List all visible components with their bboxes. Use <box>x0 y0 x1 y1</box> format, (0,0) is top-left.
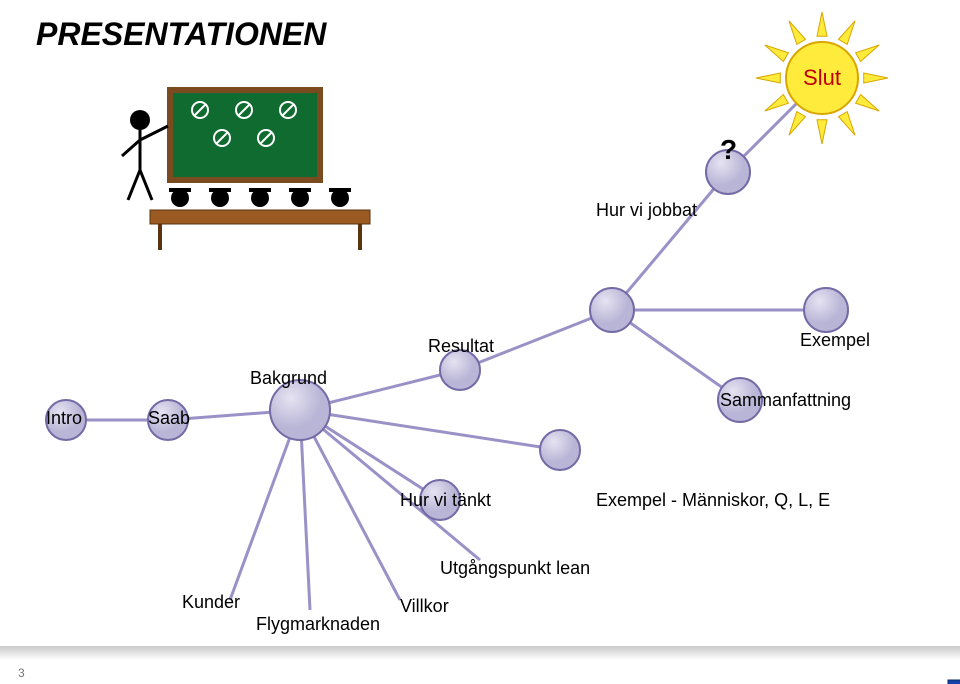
node-exempel_mql <box>540 430 580 470</box>
node-exempel_upper <box>804 288 848 332</box>
sun-ray-icon <box>838 112 855 136</box>
diagram-label: Saab <box>148 408 190 429</box>
sun-ray-icon <box>789 112 806 136</box>
diagram-label: Exempel - Människor, Q, L, E <box>596 490 830 511</box>
sun-ray-icon <box>838 21 855 45</box>
logo-shield-icon <box>948 680 960 684</box>
diagram-label: Resultat <box>428 336 494 357</box>
diagram-label: Intro <box>46 408 82 429</box>
edge <box>612 310 740 400</box>
diagram-label: Kunder <box>182 592 240 613</box>
sun-ray-icon <box>817 120 827 144</box>
page-number: 3 <box>18 666 25 680</box>
sun-ray-icon <box>856 45 880 62</box>
footer-gradient <box>0 646 960 660</box>
diagram-label: Flygmarknaden <box>256 614 380 635</box>
presentation-diagram: Slut <box>0 0 960 640</box>
sun-ray-icon <box>864 73 888 83</box>
sun-ray-icon <box>856 94 880 111</box>
diagram-label: Utgångspunkt lean <box>440 558 590 579</box>
sun-ray-icon <box>789 21 806 45</box>
diagram-label: Bakgrund <box>250 368 327 389</box>
sun-ray-icon <box>765 94 789 111</box>
diagram-label: Exempel <box>800 330 870 351</box>
sun-label: Slut <box>803 65 841 90</box>
sun-ray-icon <box>817 12 827 36</box>
diagram-label: Hur vi jobbat <box>596 200 697 221</box>
node-hurvijobbat_node <box>590 288 634 332</box>
diagram-label: Sammanfattning <box>720 390 851 411</box>
diagram-label: Villkor <box>400 596 449 617</box>
node-bakgrund <box>270 380 330 440</box>
diagram-label: Hur vi tänkt <box>400 490 491 511</box>
question-mark: ? <box>720 134 737 166</box>
chalkboard-illustration <box>122 90 370 250</box>
edge <box>300 410 400 600</box>
sun-ray-icon <box>765 45 789 62</box>
edge <box>612 172 728 310</box>
sun-ray-icon <box>756 73 780 83</box>
